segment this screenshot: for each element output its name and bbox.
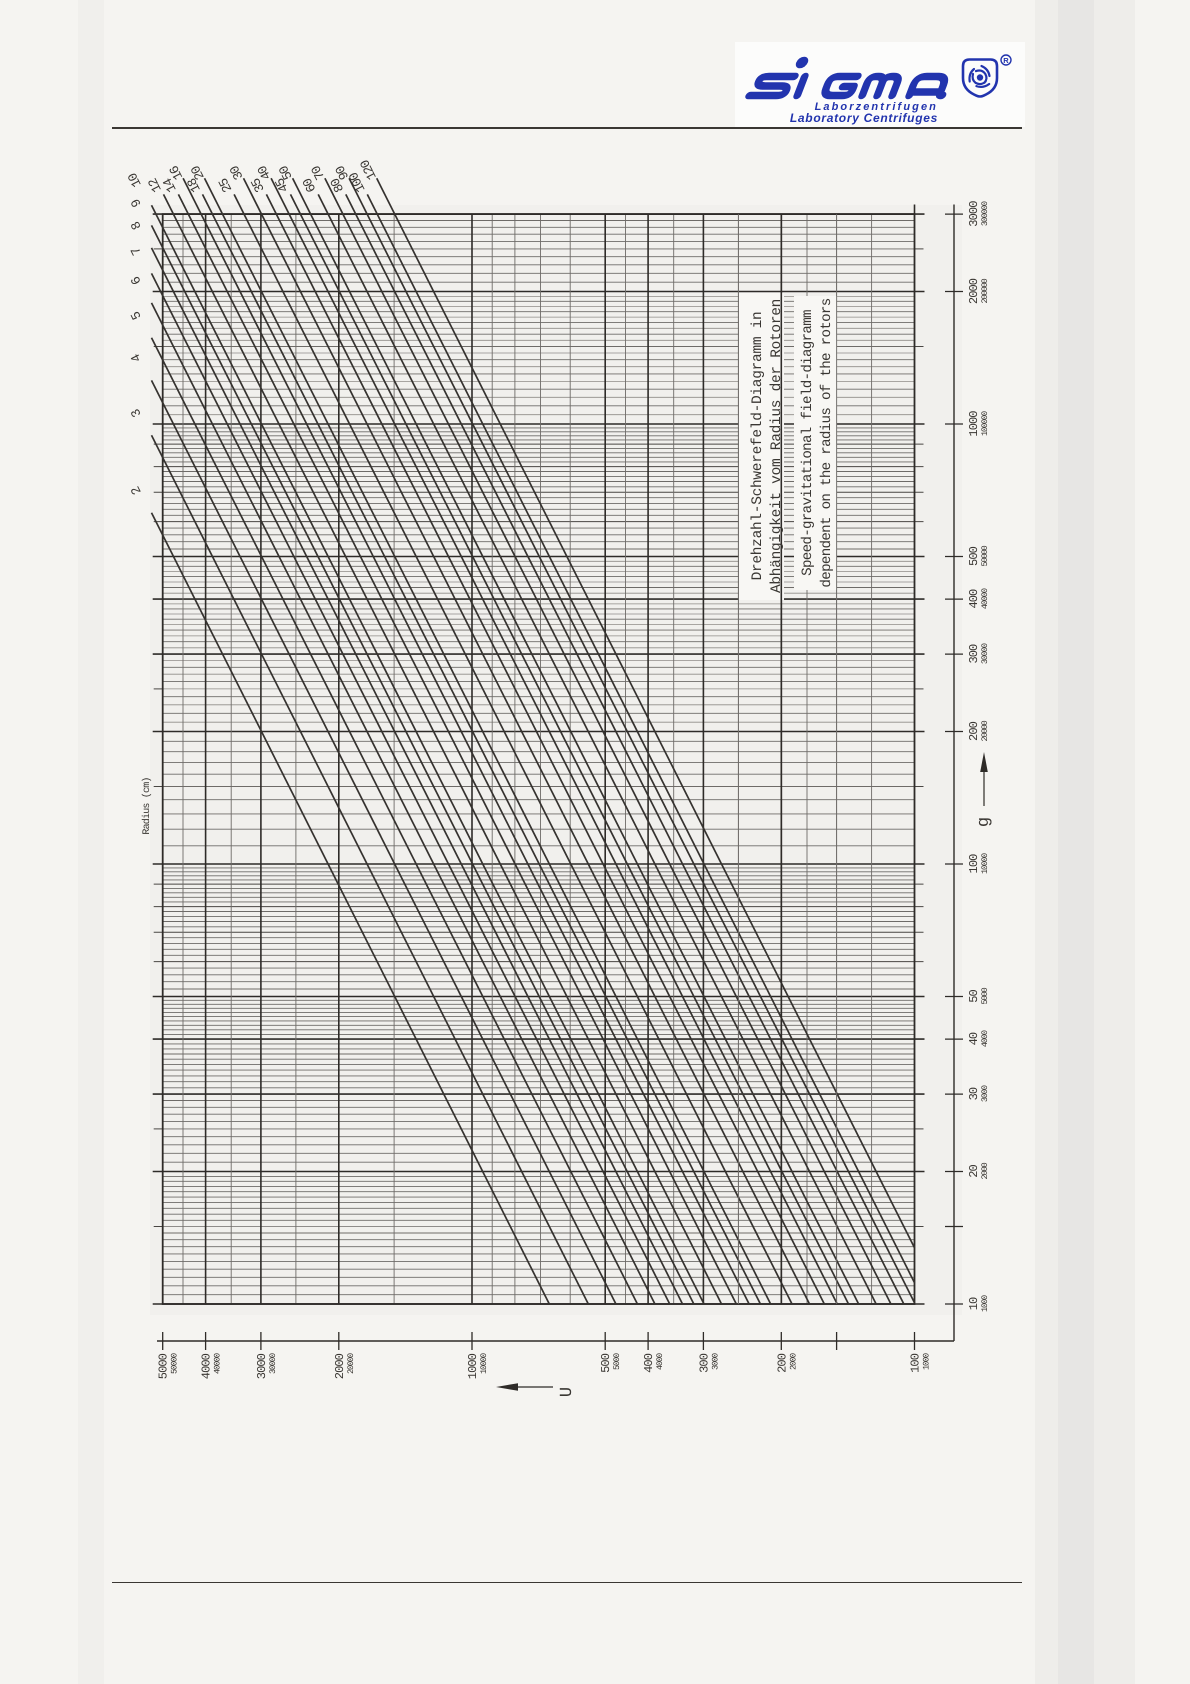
svg-text:30000: 30000: [980, 643, 990, 664]
svg-text:20: 20: [967, 1165, 981, 1178]
svg-text:g: g: [975, 817, 994, 827]
svg-text:50: 50: [967, 990, 981, 1003]
svg-text:300: 300: [697, 1353, 711, 1373]
svg-text:5: 5: [128, 309, 145, 322]
svg-text:3000: 3000: [980, 1085, 990, 1102]
svg-text:20000: 20000: [346, 1353, 356, 1374]
svg-text:6: 6: [128, 274, 145, 287]
svg-text:100: 100: [909, 1353, 923, 1373]
svg-text:Speed-gravitational field-diag: Speed-gravitational field-diagramm: [800, 310, 816, 576]
svg-text:200: 200: [775, 1353, 789, 1373]
svg-text:4000: 4000: [200, 1353, 214, 1379]
svg-text:300000: 300000: [980, 201, 990, 226]
svg-text:9: 9: [128, 197, 145, 210]
svg-text:5000: 5000: [157, 1353, 171, 1379]
svg-text:30000: 30000: [268, 1353, 278, 1374]
svg-text:400: 400: [642, 1353, 656, 1373]
svg-text:40: 40: [967, 1032, 981, 1045]
svg-text:30: 30: [967, 1087, 981, 1100]
svg-text:1000: 1000: [466, 1353, 480, 1379]
svg-text:2000: 2000: [788, 1353, 798, 1370]
svg-text:3000: 3000: [710, 1353, 720, 1370]
svg-text:8: 8: [128, 219, 145, 232]
svg-text:dependent on the radius of the: dependent on the radius of the rotors: [819, 298, 835, 587]
svg-text:Abhängigkeit vom Radius der Ro: Abhängigkeit vom Radius der Rotoren: [769, 299, 785, 593]
svg-text:1000: 1000: [980, 1295, 990, 1312]
svg-text:2000: 2000: [980, 1163, 990, 1180]
svg-text:4: 4: [128, 351, 145, 365]
svg-text:5000: 5000: [980, 988, 990, 1005]
svg-text:50000: 50000: [980, 546, 990, 567]
svg-text:10000: 10000: [980, 853, 990, 874]
svg-text:50000: 50000: [170, 1353, 180, 1374]
svg-text:200000: 200000: [980, 279, 990, 304]
svg-text:Radius (cm): Radius (cm): [141, 777, 153, 834]
svg-text:3: 3: [128, 407, 145, 420]
svg-text:2000: 2000: [333, 1353, 347, 1379]
svg-text:40000: 40000: [213, 1353, 223, 1374]
svg-text:U: U: [558, 1387, 577, 1397]
svg-text:5000: 5000: [612, 1353, 622, 1370]
svg-text:500: 500: [599, 1353, 613, 1373]
svg-text:10: 10: [967, 1297, 981, 1310]
svg-text:100000: 100000: [980, 411, 990, 436]
svg-text:R: R: [1003, 56, 1009, 65]
svg-text:3000: 3000: [967, 201, 981, 227]
svg-text:10000: 10000: [479, 1353, 489, 1374]
svg-text:100: 100: [967, 854, 981, 874]
svg-text:2: 2: [128, 484, 145, 497]
svg-text:Drehzahl-Schwerefeld-Diagramm: Drehzahl-Schwerefeld-Diagramm in: [750, 312, 766, 581]
svg-text:4000: 4000: [980, 1030, 990, 1047]
svg-text:400: 400: [967, 589, 981, 609]
svg-text:1000: 1000: [967, 411, 981, 437]
svg-text:500: 500: [967, 546, 981, 566]
svg-text:40000: 40000: [980, 588, 990, 609]
svg-text:1000: 1000: [922, 1353, 932, 1370]
svg-text:300: 300: [967, 644, 981, 664]
svg-text:200: 200: [967, 721, 981, 741]
svg-text:3000: 3000: [255, 1353, 269, 1379]
svg-text:20000: 20000: [980, 721, 990, 742]
svg-text:10: 10: [125, 171, 145, 190]
svg-text:7: 7: [128, 245, 145, 258]
svg-text:2000: 2000: [967, 278, 981, 304]
svg-text:4000: 4000: [655, 1353, 665, 1370]
